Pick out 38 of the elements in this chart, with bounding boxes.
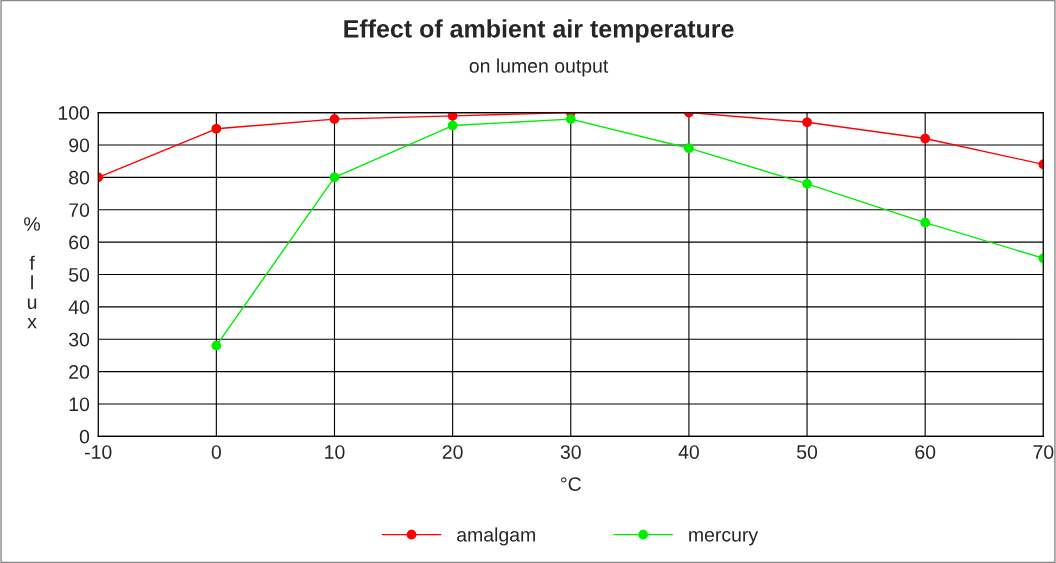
point [329, 114, 340, 124]
point [684, 143, 694, 154]
legend-label: amalgam [457, 527, 535, 546]
y-tick-label: 10 [69, 397, 90, 412]
x-tick-label: 40 [678, 445, 699, 459]
x-tick-label: 70 [1033, 445, 1054, 459]
y-tick-label: 50 [69, 267, 90, 282]
y-tick-label: 0 [79, 429, 90, 444]
point [565, 114, 576, 124]
point [802, 117, 812, 128]
y-tick-label: 100 [58, 106, 90, 120]
point [447, 112, 458, 121]
point [329, 172, 340, 183]
x-tick-label: -10 [85, 445, 112, 459]
point [920, 133, 931, 144]
text: % flux [24, 217, 40, 329]
x-tick-label: 30 [560, 445, 581, 459]
y-tick-label: 80 [69, 170, 90, 185]
point [211, 340, 222, 351]
chart-subtitle: on lumen output [469, 58, 609, 77]
y-tick-label: 60 [69, 235, 90, 250]
point [802, 178, 812, 189]
x-axis-title: °C [561, 477, 581, 491]
point [920, 217, 931, 228]
y-tick-label: 20 [69, 365, 90, 379]
legend-label: mercury [689, 531, 759, 546]
x-tick-label: 50 [797, 445, 818, 459]
point [211, 123, 222, 134]
y-tick-label: 40 [68, 300, 90, 315]
x-tick-label: 20 [442, 445, 463, 459]
x-tick-label: 60 [915, 445, 936, 459]
point [447, 120, 458, 131]
y-tick-label: 70 [69, 203, 90, 217]
x-tick-label: 10 [325, 445, 345, 459]
y-tick-label: 30 [68, 332, 90, 347]
chart-title: Effect of ambient air temperature [344, 19, 734, 43]
y-tick-label: 90 [69, 138, 90, 153]
x-tick-label: 0 [211, 445, 221, 459]
